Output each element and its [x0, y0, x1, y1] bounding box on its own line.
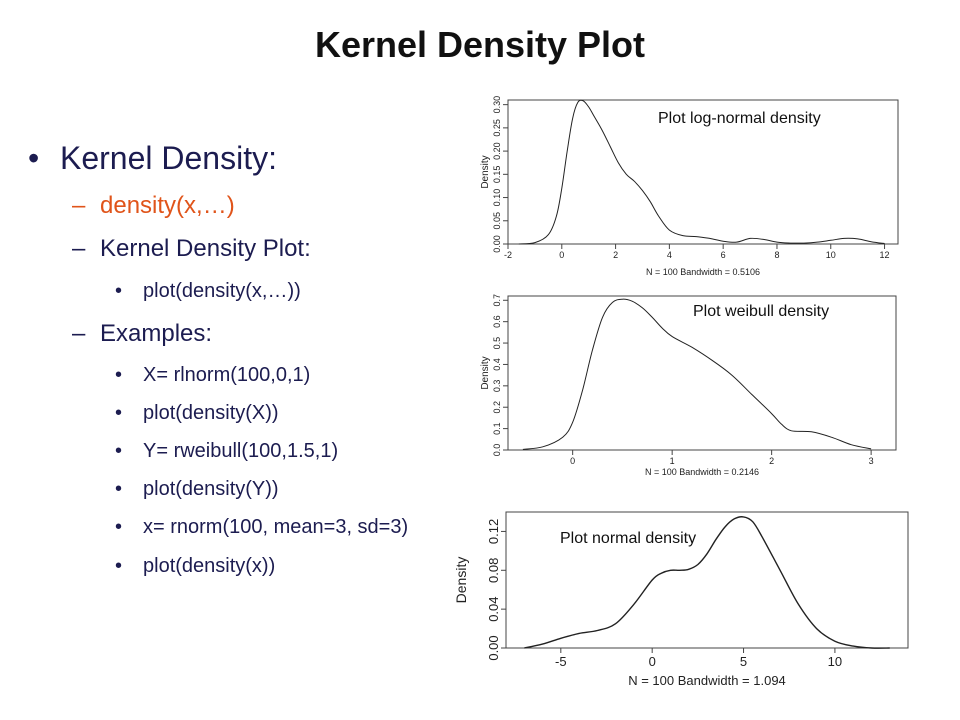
y-tick-label: 0.3 [492, 380, 502, 393]
bullet-marker: • [115, 280, 123, 302]
slide-title: Kernel Density Plot [314, 24, 646, 65]
bullet-marker: • [28, 140, 40, 176]
x-tick-label: 2 [769, 456, 774, 466]
bullet-marker: – [72, 192, 86, 219]
bullet-text: density(x,…) [100, 192, 235, 219]
density-plot-svg: 0 1 2 3 0.0 0.1 0.2 0.3 0.4 0.5 0.6 0.7 Density N = 1… [480, 294, 897, 477]
y-tick-label: 0.30 [492, 96, 502, 114]
bullet-marker: • [115, 440, 123, 462]
bullet-text: Kernel Density: [60, 140, 277, 176]
plot-frame [505, 511, 909, 649]
y-tick-label: 0.10 [492, 189, 502, 207]
y-tick-label: 0.20 [492, 142, 502, 160]
lognormal-plot-caption: Plot log-normal density [658, 110, 821, 127]
bullet-text: Y= rweibull(100,1.5,1) [143, 440, 339, 462]
bullet-text: plot(density(Y)) [143, 478, 279, 500]
density-curve [522, 298, 872, 450]
x-tick-label: 0 [570, 456, 575, 466]
plot-frame [507, 99, 899, 245]
bullet-marker: • [115, 478, 123, 500]
weibull-density-plot: 0 1 2 3 0.0 0.1 0.2 0.3 0.4 0.5 0.6 0.7 Density N = 1… [478, 288, 908, 478]
density-plot-svg: -2 0 2 4 6 8 10 12 0.00 0.05 0.10 0.15 0.20 0.25 0.30 D… [480, 96, 899, 277]
normal-plot-caption: Plot normal density [560, 530, 697, 548]
x-tick-label: -2 [504, 250, 512, 260]
plot-frame [507, 295, 897, 451]
y-axis-label: Density [453, 557, 469, 604]
x-tick-label: 8 [774, 250, 779, 260]
bullet-marker: • [115, 364, 123, 386]
y-tick-label: 0.5 [492, 337, 502, 350]
plot-subtitle: N = 100 Bandwidth = 0.5106 [646, 267, 760, 277]
x-tick-label: 2 [613, 250, 618, 260]
x-tick-label: 10 [826, 250, 836, 260]
x-tick-label: 12 [880, 250, 890, 260]
y-tick-label: 0.12 [486, 519, 501, 544]
x-tick-label: 6 [721, 250, 726, 260]
bullet-text: X= rlnorm(100,0,1) [143, 364, 311, 386]
y-tick-label: 0.08 [486, 558, 501, 583]
bullet-marker: – [72, 320, 86, 347]
bullet-marker: • [115, 402, 123, 424]
y-tick-label: 0.1 [492, 422, 502, 435]
bullet-marker: • [115, 516, 123, 538]
x-tick-label: 10 [828, 654, 842, 669]
bullet-text: plot(density(X)) [143, 402, 279, 424]
plot-subtitle: N = 100 Bandwidth = 1.094 [628, 673, 786, 688]
y-axis-label: Density [480, 356, 491, 389]
y-tick-label: 0.04 [486, 596, 501, 621]
bullet-text: x= rnorm(100, mean=3, sd=3) [143, 516, 409, 538]
x-tick-label: 3 [869, 456, 874, 466]
density-curve [524, 516, 890, 649]
y-tick-label: 0.6 [492, 315, 502, 328]
x-tick-label: -5 [555, 654, 567, 669]
density-curve [518, 99, 885, 245]
bullet-marker: • [115, 555, 123, 577]
y-tick-label: 0.00 [486, 635, 501, 660]
y-tick-label: 0.0 [492, 444, 502, 457]
y-tick-label: 0.15 [492, 166, 502, 184]
x-tick-label: 0 [649, 654, 656, 669]
x-tick-label: 0 [559, 250, 564, 260]
density-plot-svg: -5 0 5 10 0.00 0.04 0.08 0.12 Density N = 100 Ban… [453, 511, 909, 688]
y-tick-label: 0.7 [492, 294, 502, 307]
normal-density-plot: -5 0 5 10 0.00 0.04 0.08 0.12 Density N = 100 Ban… [450, 500, 920, 695]
bullet-text: Kernel Density Plot: [100, 235, 311, 262]
y-tick-label: 0.2 [492, 401, 502, 414]
y-tick-label: 0.00 [492, 235, 502, 253]
x-tick-label: 5 [740, 654, 747, 669]
plot-subtitle: N = 100 Bandwidth = 0.2146 [645, 467, 759, 477]
y-tick-label: 0.05 [492, 212, 502, 230]
bullet-text: plot(density(x)) [143, 555, 276, 577]
x-tick-label: 4 [667, 250, 672, 260]
y-axis-label: Density [480, 155, 491, 188]
y-tick-label: 0.25 [492, 119, 502, 137]
bullet-text: plot(density(x,…)) [143, 280, 301, 302]
y-tick-label: 0.4 [492, 358, 502, 371]
lognormal-density-plot: -2 0 2 4 6 8 10 12 0.00 0.05 0.10 0.15 0.20 0.25 0.30 D… [478, 92, 908, 282]
bullet-text: Examples: [100, 320, 213, 347]
x-tick-label: 1 [670, 456, 675, 466]
weibull-plot-caption: Plot weibull density [693, 303, 830, 320]
bullet-marker: – [72, 235, 86, 262]
